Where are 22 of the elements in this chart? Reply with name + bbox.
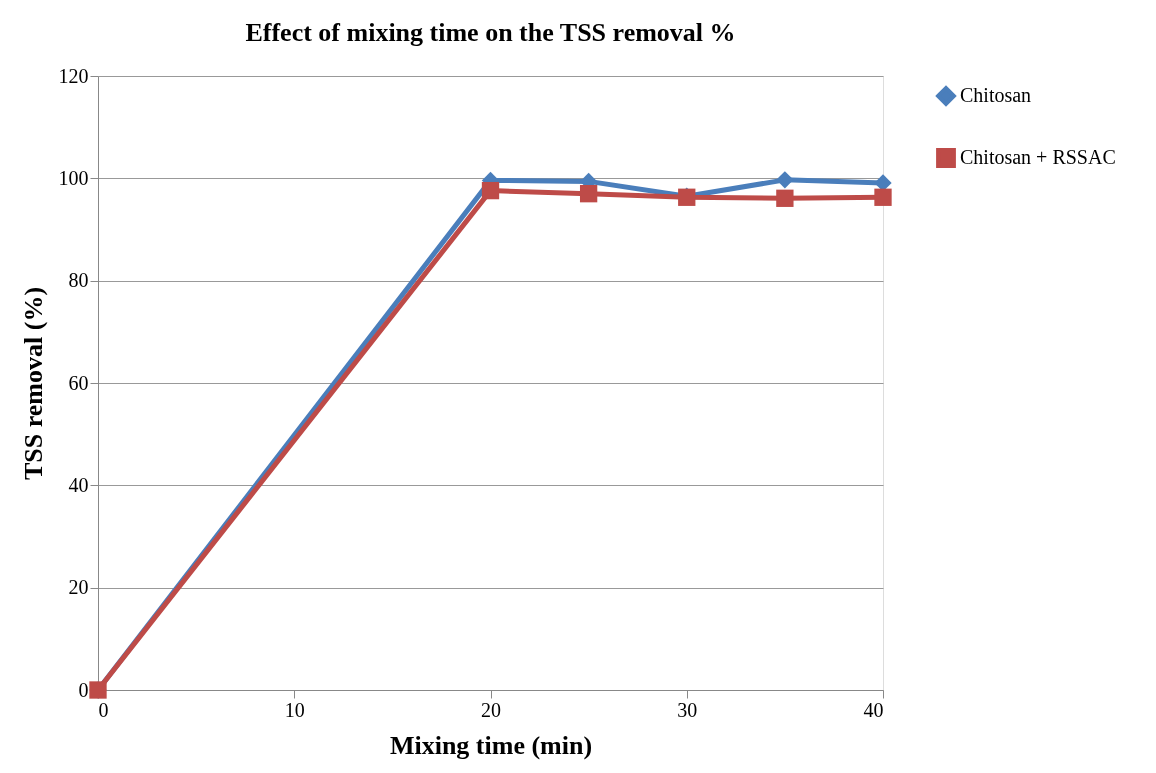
y-tick-label: 100: [58, 166, 89, 189]
y-axis-title: TSS removal (%): [18, 286, 48, 481]
x-tick-label: 20: [481, 698, 501, 721]
x-axis-title: Mixing time (min): [389, 730, 593, 760]
point: [776, 189, 794, 207]
legend-label: Chitosan: [960, 84, 1032, 106]
point: [776, 171, 794, 189]
point: [874, 188, 892, 206]
x-tick-label: 40: [863, 698, 884, 721]
y-tick-label: 20: [68, 576, 89, 599]
y-tick-label: 0: [78, 678, 89, 701]
x-tick-label: 0: [98, 698, 109, 721]
y-tick-label: 40: [68, 473, 89, 496]
y-tick-label: 120: [58, 64, 89, 87]
legend-label: Chitosan + RSSAC: [960, 146, 1116, 168]
x-tick-label: 30: [677, 698, 698, 721]
point: [481, 181, 500, 200]
chart-title: Effect of mixing time on the TSS removal %: [245, 18, 736, 47]
y-tick-label: 60: [68, 371, 89, 394]
point: [579, 185, 598, 203]
y-tick-label: 80: [68, 269, 89, 292]
x-tick-label: 10: [284, 698, 305, 721]
